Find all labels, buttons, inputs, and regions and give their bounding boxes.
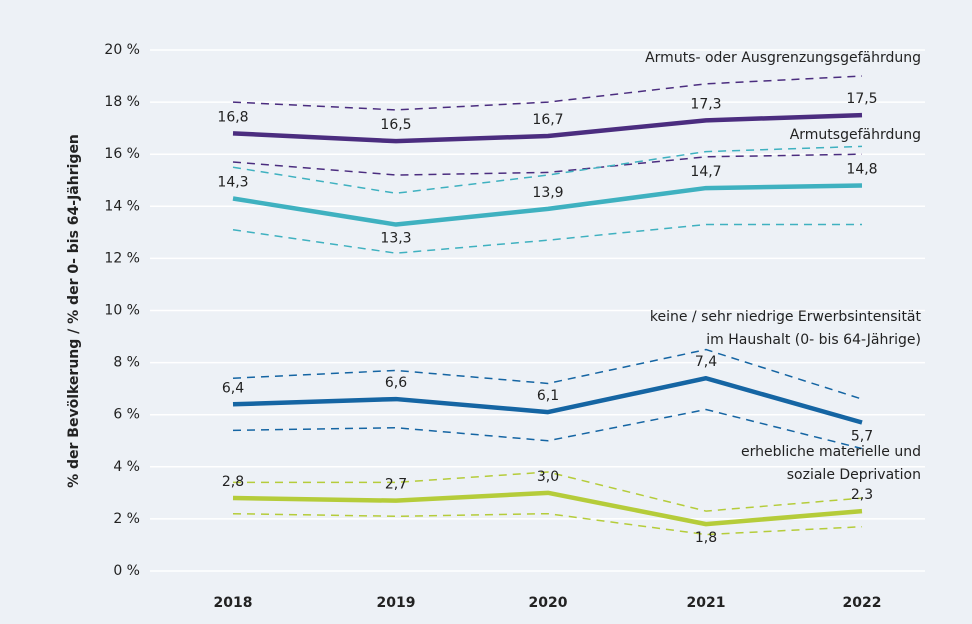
data-label: 2,3: [851, 487, 873, 503]
data-label: 1,8: [695, 530, 717, 546]
data-label: 14,7: [690, 164, 721, 180]
y-tick-label: 16 %: [104, 146, 140, 162]
y-tick-label: 6 %: [113, 407, 140, 423]
x-tick-label: 2019: [377, 595, 416, 611]
series-label: im Haushalt (0- bis 64-Jährige): [706, 332, 921, 348]
data-label: 13,3: [380, 231, 411, 247]
x-tick-label: 2021: [687, 595, 726, 611]
y-tick-label: 20 %: [104, 42, 140, 58]
y-tick-label: 0 %: [113, 563, 140, 579]
y-axis-label: % der Bevölkerung / % der 0- bis 64-Jähr…: [66, 134, 82, 488]
data-label: 6,1: [537, 388, 559, 404]
data-label: 6,6: [385, 375, 407, 391]
upper-bound: [232, 348, 863, 400]
line: [232, 490, 863, 527]
y-tick-label: 4 %: [113, 459, 140, 475]
upper-bound: [232, 75, 863, 111]
lower-bound: [232, 153, 863, 176]
lower-bound: [232, 408, 863, 450]
y-tick-label: 18 %: [104, 94, 140, 110]
data-label: 14,8: [846, 161, 877, 177]
data-label: 13,9: [532, 185, 563, 201]
data-label: 6,4: [222, 380, 244, 396]
lower-bound: [232, 512, 863, 536]
data-label: 17,5: [846, 91, 877, 107]
y-tick-label: 2 %: [113, 511, 140, 527]
y-tick-label: 10 %: [104, 303, 140, 319]
x-tick-label: 2018: [214, 595, 253, 611]
y-tick-label: 14 %: [104, 198, 140, 214]
data-label: 3,0: [537, 469, 559, 485]
y-tick-label: 8 %: [113, 355, 140, 371]
data-label: 16,8: [217, 109, 248, 125]
data-label: 17,3: [690, 96, 721, 112]
x-tick-label: 2022: [843, 595, 882, 611]
data-label: 7,4: [695, 354, 717, 370]
data-label: 14,3: [217, 174, 248, 190]
series-label: keine / sehr niedrige Erwerbsintensität: [650, 309, 922, 325]
line: [232, 375, 863, 425]
series-label: erhebliche materielle und: [741, 444, 921, 460]
x-tick-label: 2020: [529, 595, 568, 611]
data-label: 16,5: [380, 117, 411, 133]
y-tick-label: 12 %: [104, 250, 140, 266]
data-label: 2,7: [385, 477, 407, 493]
data-label: 5,7: [851, 429, 873, 445]
line: [232, 112, 863, 144]
data-label: 2,8: [222, 474, 244, 490]
line: [232, 183, 863, 227]
upper-bound: [233, 471, 863, 512]
series-label: Armutsgefährdung: [790, 127, 921, 143]
data-label: 16,7: [532, 112, 563, 128]
series-label: soziale Deprivation: [787, 467, 921, 483]
series-label: Armuts- oder Ausgrenzungsgefährdung: [645, 50, 921, 66]
